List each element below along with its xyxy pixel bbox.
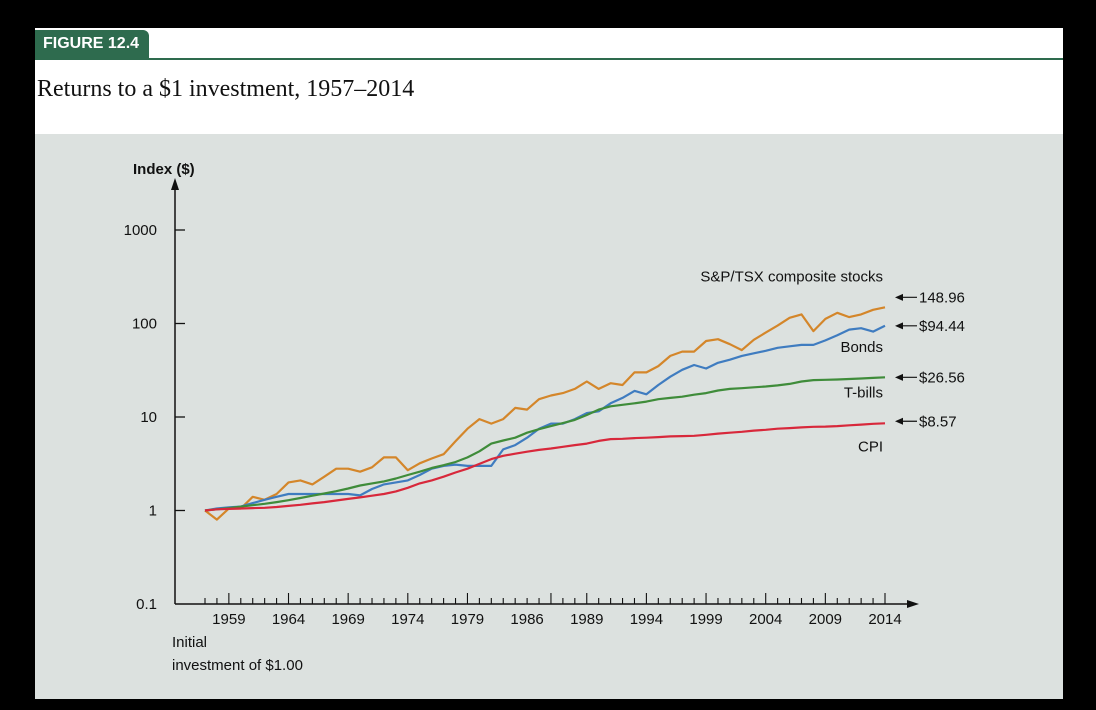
chart-axes <box>171 178 919 608</box>
x-origin-note-line2: investment of $1.00 <box>172 657 303 674</box>
x-axis-arrow <box>907 600 919 608</box>
x-tick-label: 2014 <box>868 611 901 628</box>
series-layer <box>204 306 886 521</box>
bonds-end-value: $94.44 <box>919 318 965 335</box>
figure-container: FIGURE 12.4 Returns to a $1 investment, … <box>35 28 1063 699</box>
x-tick-label: 1986 <box>510 611 543 628</box>
end-label-arrow-head <box>895 373 903 381</box>
tbills-line <box>204 376 886 512</box>
x-tick-label: 1999 <box>689 611 722 628</box>
x-ticks: 1959 1964 1969 1974 1979 1986 1989 1994 1999 2004… <box>204 593 902 628</box>
figure-header-bar: FIGURE 12.4 <box>35 28 1063 62</box>
header-rule <box>35 58 1063 60</box>
stocks-name-label: S&P/TSX composite stocks <box>700 268 883 285</box>
x-tick-label: 1974 <box>391 611 424 628</box>
y-tick-label: 10 <box>140 409 157 426</box>
bonds-name-label: Bonds <box>840 339 883 356</box>
y-ticks: 1000 100 10 1 0.1 <box>124 222 185 613</box>
end-label-arrow-head <box>895 417 903 425</box>
x-tick-label: 2009 <box>809 611 842 628</box>
x-tick-label: 1969 <box>331 611 364 628</box>
stocks-end-value: 148.96 <box>919 289 965 306</box>
end-label-arrow-head <box>895 293 903 301</box>
x-tick-label: 1989 <box>570 611 603 628</box>
x-tick-label: 1959 <box>212 611 245 628</box>
cpi-line <box>204 422 886 512</box>
x-tick-label: 1964 <box>272 611 305 628</box>
tbills-end-value: $26.56 <box>919 369 965 386</box>
x-origin-note-line1: Initial <box>172 634 207 651</box>
y-axis-arrow <box>171 178 179 190</box>
x-tick-label: 2004 <box>749 611 782 628</box>
tbills-name-label: T-bills <box>844 384 883 401</box>
chart-panel: 1000 100 10 1 0.1 1959 1964 1969 1974 1979 1986 19… <box>35 134 1063 699</box>
figure-number-tag: FIGURE 12.4 <box>35 30 150 58</box>
y-tick-label: 0.1 <box>136 596 157 613</box>
x-tick-label: 1994 <box>630 611 663 628</box>
y-axis-label: Index ($) <box>133 161 195 178</box>
stocks-line <box>204 306 886 521</box>
figure-title: Returns to a $1 investment, 1957–2014 <box>37 76 415 102</box>
end-label-arrow-head <box>895 322 903 330</box>
cpi-end-value: $8.57 <box>919 413 957 430</box>
y-tick-label: 1000 <box>124 222 157 239</box>
x-tick-label: 1979 <box>451 611 484 628</box>
y-tick-label: 1 <box>149 503 157 520</box>
cpi-name-label: CPI <box>858 438 883 455</box>
series-labels: S&P/TSX composite stocks 148.96 Bonds $94.4… <box>700 268 964 455</box>
y-tick-label: 100 <box>132 316 157 333</box>
